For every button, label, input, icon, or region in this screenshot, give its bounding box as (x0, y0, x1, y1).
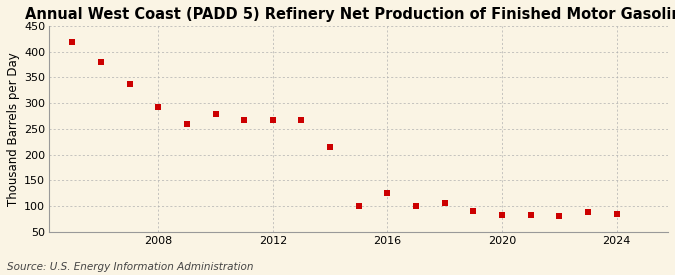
Title: Annual West Coast (PADD 5) Refinery Net Production of Finished Motor Gasoline: Annual West Coast (PADD 5) Refinery Net … (25, 7, 675, 22)
Point (124, 82, 135, 86)
Point (210, 112, 221, 117)
Point (239, 118, 250, 122)
Y-axis label: Thousand Barrels per Day: Thousand Barrels per Day (7, 52, 20, 206)
Point (67, 40, 78, 45)
Point (353, 204, 364, 208)
Point (611, 212, 622, 216)
Point (153, 104, 163, 109)
Point (296, 117, 307, 122)
Point (382, 191, 393, 196)
Text: Source: U.S. Energy Information Administration: Source: U.S. Energy Information Administ… (7, 262, 253, 272)
Point (410, 204, 421, 208)
Point (497, 213, 508, 217)
Point (468, 208, 479, 213)
Point (325, 145, 335, 149)
Point (525, 213, 536, 217)
Point (182, 122, 192, 126)
Point (554, 214, 564, 219)
Point (439, 201, 450, 205)
Point (96, 60, 107, 64)
Point (583, 210, 593, 214)
Point (267, 118, 278, 122)
